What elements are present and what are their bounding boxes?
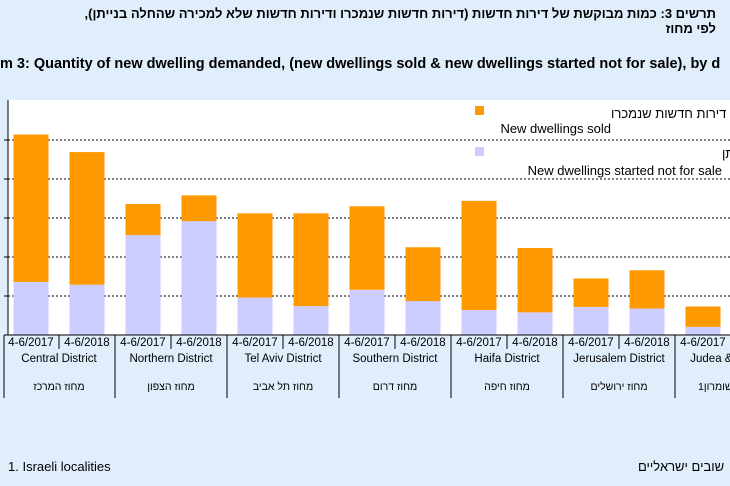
bar-sold	[125, 203, 161, 236]
bar-sold	[13, 134, 49, 282]
bar-sold	[181, 195, 217, 222]
legend-label-english: New dwellings sold	[500, 121, 611, 136]
x-tick-label: 4-6/2018	[64, 337, 109, 349]
x-tick-label: 4-6/2018	[624, 337, 669, 349]
legend-label-hebrew: דירות חדשות שלא למכירה שהחלה בנייתן	[722, 146, 730, 161]
bar-sold	[573, 278, 609, 307]
chart-title-hebrew-line2: לפי מחוז	[665, 21, 716, 36]
bar-sold	[293, 213, 329, 307]
x-tick-label: 4-6/2018	[288, 337, 333, 349]
bar-sold	[349, 206, 385, 290]
x-tick-label: 4-6/2018	[176, 337, 221, 349]
bar-sold	[69, 152, 105, 285]
group-label-english: Haifa District	[474, 353, 540, 365]
bar-not-for-sale	[461, 310, 497, 335]
footnote-english: 1. Israeli localities	[8, 459, 111, 474]
group-label-english: Northern District	[129, 353, 213, 365]
bar-sold	[629, 270, 665, 309]
group-label-hebrew: מחוז ירושלים	[590, 381, 647, 393]
x-tick-label: 4-6/2018	[400, 337, 445, 349]
x-tick-label: 4-6/2017	[8, 337, 53, 349]
bar-not-for-sale	[349, 289, 385, 335]
bar-sold	[517, 248, 553, 313]
legend-swatch	[475, 147, 484, 156]
legend-label-hebrew: דירות חדשות שנמכרו	[611, 106, 726, 121]
group-label-hebrew: מחוז המרכז	[33, 381, 84, 393]
group-label-hebrew: מחוז חיפה	[484, 381, 530, 393]
x-tick-label: 4-6/2018	[512, 337, 557, 349]
bar-not-for-sale	[405, 301, 441, 335]
bar-not-for-sale	[69, 284, 105, 335]
x-tick-label: 4-6/2017	[120, 337, 165, 349]
group-label-english: Judea & Sa	[690, 353, 730, 365]
x-tick-label: 4-6/2017	[232, 337, 277, 349]
x-tick-label: 4-6/2017	[680, 337, 725, 349]
bar-not-for-sale	[181, 221, 217, 335]
group-label-hebrew: מחוז דרום	[373, 381, 417, 393]
x-tick-label: 4-6/2017	[456, 337, 501, 349]
bar-not-for-sale	[13, 281, 49, 335]
bar-not-for-sale	[685, 326, 721, 335]
bar-not-for-sale	[293, 306, 329, 335]
bar-not-for-sale	[125, 235, 161, 335]
group-label-english: Jerusalem District	[573, 353, 665, 365]
chart-title-english: m 3: Quantity of new dwelling demanded, …	[0, 56, 721, 72]
group-label-english: Southern District	[352, 353, 438, 365]
chart-title-hebrew-line1: תרשים 3: כמות מבוקשת של דירות חדשות (דיר…	[84, 6, 716, 21]
group-label-hebrew: מחוז הצפון	[147, 381, 194, 393]
x-tick-label: 4-6/2017	[568, 337, 613, 349]
bar-sold	[685, 306, 721, 327]
bar-not-for-sale	[573, 306, 609, 335]
footnote-hebrew: שובים ישראליים	[638, 459, 725, 474]
bar-sold	[461, 200, 497, 311]
legend-swatch	[475, 106, 484, 115]
bar-sold	[405, 247, 441, 302]
legend-label-english: New dwellings started not for sale	[528, 163, 722, 178]
bar-sold	[237, 213, 273, 298]
group-label-hebrew: מחוז תל אביב	[253, 381, 313, 393]
bar-not-for-sale	[517, 312, 553, 335]
x-tick-label: 4-6/2017	[344, 337, 389, 349]
group-label-english: Central District	[21, 353, 97, 365]
bar-not-for-sale	[237, 297, 273, 335]
group-label-english: Tel Aviv District	[244, 353, 322, 365]
group-label-hebrew: והשומרון1	[698, 381, 730, 393]
bar-not-for-sale	[629, 308, 665, 335]
chart-title-hebrew: תרשים 3: כמות מבוקשת של דירות חדשות (דיר…	[16, 6, 716, 36]
